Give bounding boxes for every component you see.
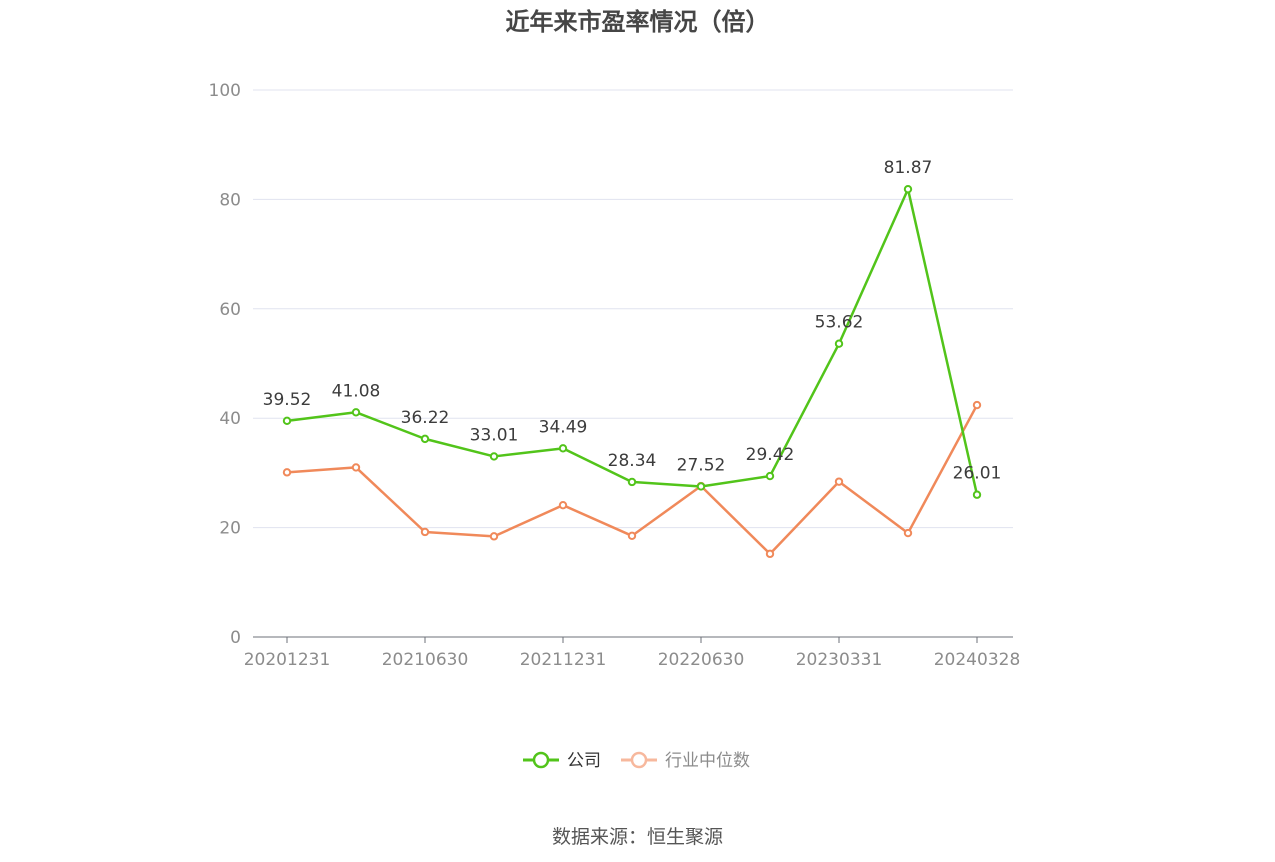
series-line: [286, 187, 979, 496]
x-tick-label: 20230331: [796, 650, 883, 670]
data-point: [351, 463, 361, 472]
legend-label: 公司: [567, 751, 601, 771]
data-point: [765, 549, 775, 559]
data-label: 34.49: [539, 417, 588, 437]
y-tick-label: 60: [219, 300, 241, 320]
data-label: 41.08: [332, 381, 381, 401]
legend-marker: [630, 751, 648, 769]
x-tick-label: 20240328: [934, 650, 1021, 670]
y-tick-label: 0: [230, 628, 241, 648]
data-label: 29.42: [746, 445, 795, 465]
data-point: [696, 482, 706, 491]
y-axis: 0 20 40 60 80 100: [209, 81, 241, 648]
y-tick-label: 80: [219, 190, 241, 210]
data-label: 53.62: [815, 313, 864, 333]
data-label: 39.52: [263, 390, 312, 410]
data-point: [972, 400, 982, 410]
data-point: [972, 490, 982, 499]
chart-title: 近年来市盈率情况（倍）: [505, 8, 770, 36]
data-point: [282, 416, 292, 426]
data-point: [351, 408, 361, 417]
data-point: [627, 531, 637, 541]
x-tick-label: 20211231: [520, 650, 607, 670]
x-tick-label: 20220630: [658, 650, 745, 670]
legend-label: 行业中位数: [665, 751, 750, 771]
data-point: [834, 339, 844, 348]
grid-lines: [253, 89, 1013, 529]
x-tick-label: 20201231: [244, 650, 331, 670]
data-point: [489, 532, 499, 541]
data-label: 28.34: [608, 451, 657, 471]
data-label: 26.01: [953, 464, 1002, 484]
legend: 公司 行业中位数: [523, 751, 750, 771]
series-layer: [282, 184, 982, 559]
data-point: [282, 468, 292, 477]
data-point: [420, 527, 430, 537]
data-label: 33.01: [470, 425, 519, 445]
y-tick-label: 100: [209, 81, 241, 101]
data-label: 36.22: [401, 408, 450, 428]
data-point: [558, 444, 568, 453]
data-source: 数据来源：恒生聚源: [551, 826, 723, 848]
data-point: [420, 434, 430, 444]
data-label: 81.87: [884, 158, 933, 178]
data-labels: 39.52 41.08 36.22 33.01 34.49 28.34 27.52 29.42…: [263, 158, 1002, 484]
data-point: [903, 184, 913, 194]
data-point: [489, 452, 499, 461]
data-label: 27.52: [677, 455, 726, 475]
y-tick-label: 40: [219, 409, 241, 429]
data-point: [558, 500, 568, 510]
data-point: [834, 477, 844, 486]
x-axis: 20201231 20210630 20211231 20220630 20230331…: [244, 636, 1021, 670]
legend-marker: [532, 751, 550, 769]
y-tick-label: 20: [219, 519, 241, 539]
data-point: [627, 477, 637, 487]
x-tick-label: 20210630: [382, 650, 469, 670]
data-point: [903, 528, 913, 538]
data-point: [765, 471, 775, 481]
